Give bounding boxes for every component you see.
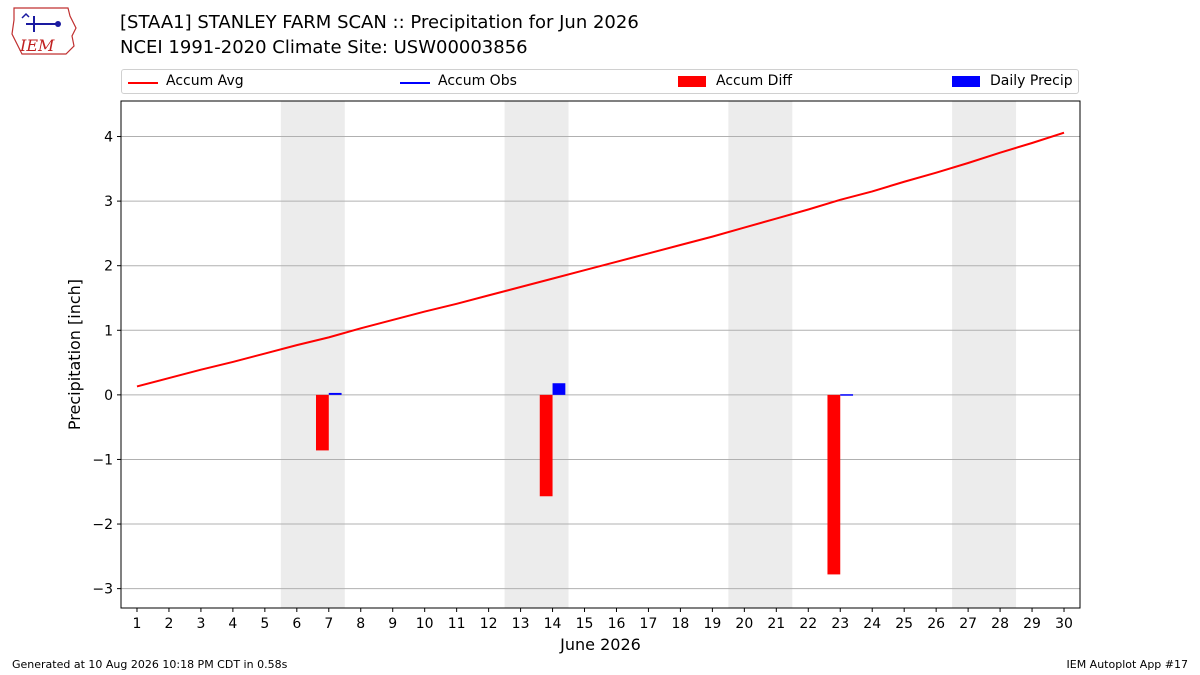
legend-label-accum-obs: Accum Obs [438,73,517,89]
generated-timestamp: Generated at 10 Aug 2026 10:18 PM CDT in… [12,658,288,671]
x-tick-label: 1 [133,616,142,632]
x-tick-label: 3 [196,616,205,632]
y-tick-label: 1 [104,323,113,339]
daily-precip-bar [328,392,342,395]
y-tick-label: 4 [104,130,113,146]
y-tick-label: −1 [92,452,113,468]
x-tick-label: 13 [512,616,530,632]
legend-label-accum-diff: Accum Diff [716,73,793,89]
x-tick-label: 2 [164,616,173,632]
x-tick-label: 21 [767,616,785,632]
legend-swatch-accum-avg [128,82,158,84]
x-tick-label: 4 [228,616,237,632]
x-tick-label: 12 [480,616,498,632]
x-tick-label: 28 [991,616,1009,632]
x-tick-label: 22 [799,616,817,632]
y-tick-label: −2 [92,517,113,533]
x-axis-label: June 2026 [559,635,641,654]
x-tick-label: 20 [735,616,753,632]
x-tick-label: 24 [863,616,881,632]
accum-diff-bar [827,394,841,575]
weekend-shade [952,101,1017,608]
legend-swatch-accum-diff [678,76,706,87]
x-tick-label: 14 [544,616,562,632]
x-tick-label: 17 [640,616,658,632]
legend-label-daily-precip: Daily Precip [990,73,1073,89]
x-tick-label: 19 [703,616,721,632]
x-tick-label: 18 [672,616,690,632]
plot-frame [120,100,1081,609]
daily-precip-bar [840,394,854,396]
y-axis-label: Precipitation [inch] [65,279,84,430]
x-tick-label: 8 [356,616,365,632]
weekend-shade [280,101,345,608]
weekend-shade [504,101,569,608]
app-credit: IEM Autoplot App #17 [1066,658,1189,671]
legend-label-accum-avg: Accum Avg [166,73,244,89]
chart-subtitle: NCEI 1991-2020 Climate Site: USW00003856 [120,37,528,58]
x-tick-label: 27 [959,616,977,632]
iem-logo: IEM [11,7,77,55]
chart-title: [STAA1] STANLEY FARM SCAN :: Precipitati… [120,12,639,33]
weekend-shade [728,101,793,608]
y-tick-label: 3 [104,194,113,210]
x-tick-label: 16 [608,616,626,632]
y-tick-label: −3 [92,582,113,598]
legend-swatch-accum-obs [400,82,430,84]
legend-swatch-daily-precip [952,76,980,87]
x-tick-label: 9 [388,616,397,632]
x-tick-label: 11 [448,616,466,632]
chart-legend: Accum Avg Accum Obs Accum Diff Daily Pre… [121,69,1079,94]
accum-diff-bar [315,394,329,451]
x-tick-label: 29 [1023,616,1041,632]
x-tick-label: 5 [260,616,269,632]
accum-diff-bar [539,394,553,497]
x-tick-label: 6 [292,616,301,632]
logo-text: IEM [19,36,55,55]
x-tick-label: 26 [927,616,945,632]
y-tick-label: 0 [104,388,113,404]
daily-precip-bar [552,383,566,395]
x-tick-label: 25 [895,616,913,632]
y-tick-label: 2 [104,259,113,275]
x-tick-label: 7 [324,616,333,632]
x-tick-label: 30 [1055,616,1073,632]
x-tick-label: 15 [576,616,594,632]
accum-avg-line [136,131,1065,388]
x-tick-label: 10 [416,616,434,632]
x-tick-label: 23 [831,616,849,632]
